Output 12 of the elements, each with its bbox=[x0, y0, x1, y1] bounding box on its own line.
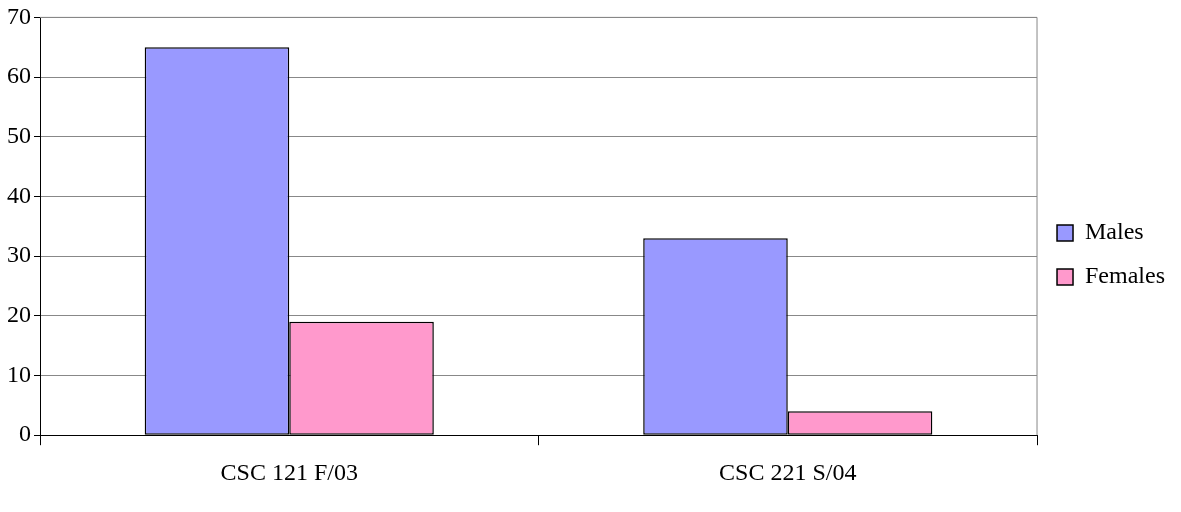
y-tick-label: 0 bbox=[19, 420, 31, 447]
legend-label: Males bbox=[1085, 218, 1144, 245]
y-tick-label: 30 bbox=[7, 241, 31, 268]
x-tick-label: CSC 121 F/03 bbox=[220, 458, 358, 485]
x-tick-label: CSC 221 S/04 bbox=[719, 458, 857, 485]
y-tick-label: 50 bbox=[7, 122, 31, 149]
y-tick-label: 60 bbox=[7, 62, 31, 89]
y-tick-label: 70 bbox=[7, 2, 31, 29]
y-tick-label: 20 bbox=[7, 301, 31, 328]
y-tick-label: 40 bbox=[7, 181, 31, 208]
legend-label: Females bbox=[1085, 262, 1165, 289]
y-tick-label: 10 bbox=[7, 360, 31, 387]
